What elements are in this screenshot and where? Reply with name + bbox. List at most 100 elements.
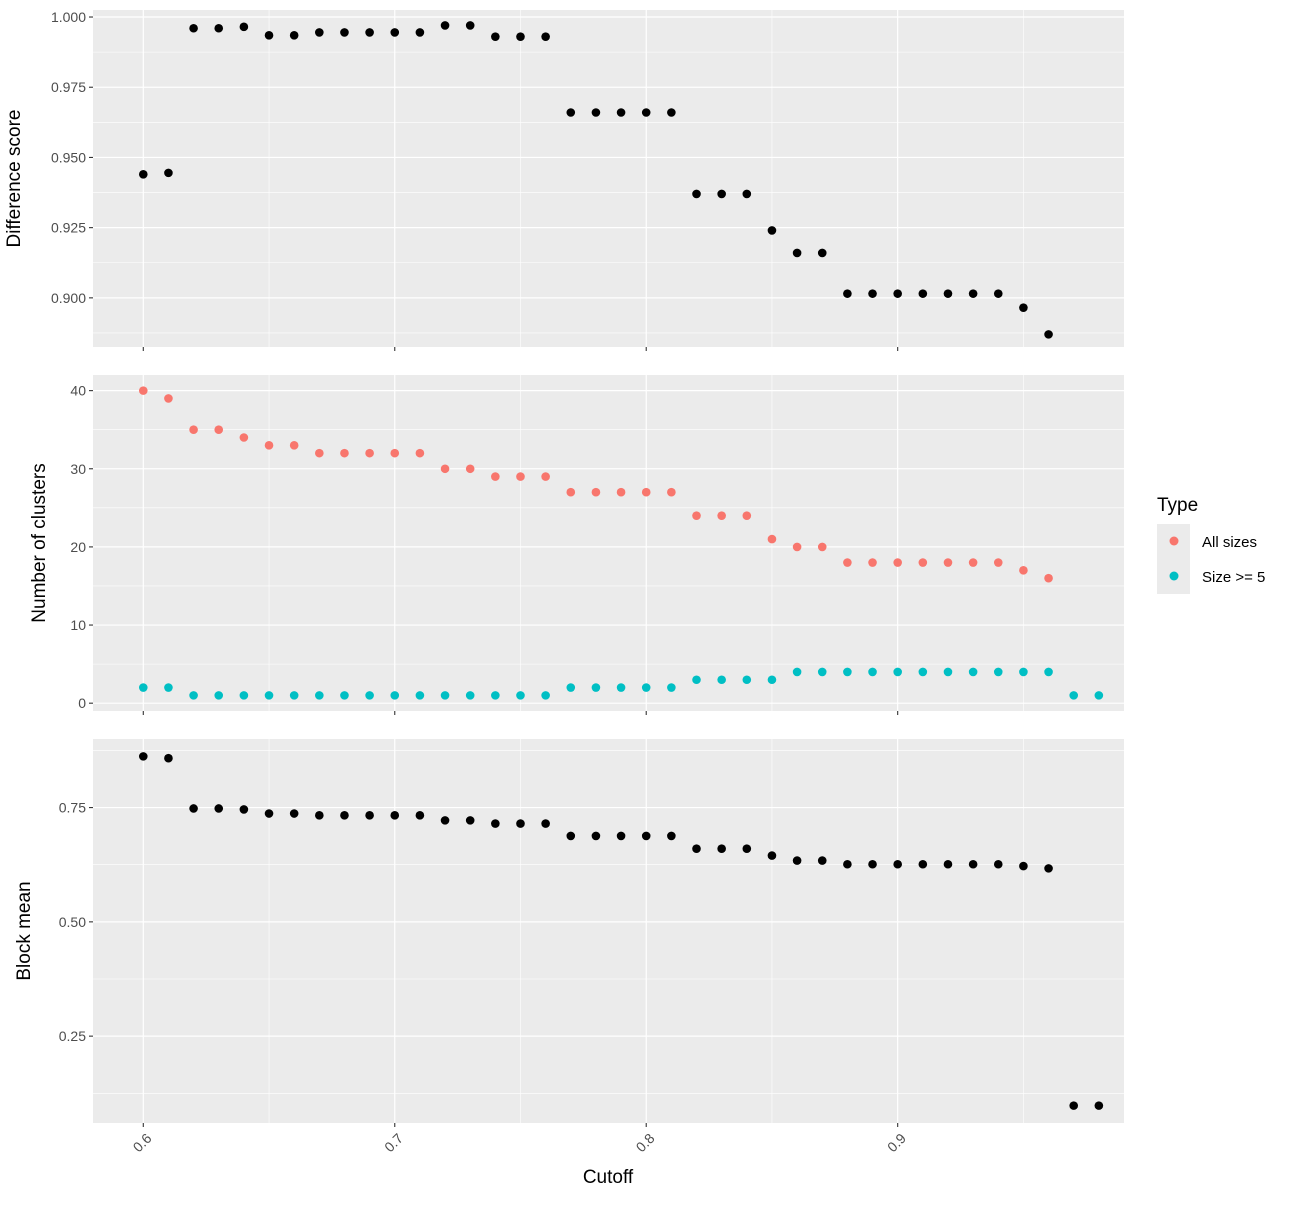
data-point (893, 289, 902, 298)
data-point (1019, 861, 1028, 871)
data-point (591, 487, 601, 497)
data-point (893, 558, 902, 567)
data-point (264, 441, 274, 450)
data-point (792, 542, 802, 552)
data-point (239, 22, 249, 32)
data-point (918, 289, 928, 298)
data-point (667, 831, 676, 841)
data-point (667, 487, 676, 497)
data-point (943, 667, 953, 677)
data-point (943, 859, 953, 869)
y-tick-label: 20 (70, 539, 86, 555)
x-tick-label: 0.6 (130, 1130, 155, 1155)
data-point (817, 248, 827, 258)
data-point (465, 691, 475, 700)
data-point (843, 558, 852, 567)
data-point (440, 816, 450, 825)
data-point (817, 542, 827, 552)
data-point (340, 28, 349, 37)
y-tick-label: 0.75 (59, 800, 86, 816)
data-point (491, 472, 500, 481)
data-point (1044, 573, 1053, 583)
data-point (189, 23, 198, 33)
data-point (541, 472, 550, 481)
data-point (767, 534, 777, 544)
data-point (239, 691, 249, 700)
x-tick-label: 0.8 (633, 1130, 658, 1155)
data-point (968, 558, 978, 567)
data-point (1044, 330, 1053, 339)
data-point (667, 108, 676, 117)
data-point (491, 32, 500, 41)
legend: Type All sizes Size >= 5 (1157, 495, 1265, 594)
data-point (214, 804, 224, 813)
data-point (541, 691, 550, 700)
data-point (365, 691, 374, 700)
data-point (214, 425, 224, 434)
data-point (340, 448, 349, 458)
data-point (365, 811, 374, 820)
data-point (792, 248, 802, 258)
data-point (566, 831, 576, 841)
panel-3: 0.25 0.50 0.75 0.6 0.7 0.8 0.9 Block mean (14, 739, 1124, 1155)
data-point (616, 683, 626, 692)
data-point (516, 691, 525, 700)
y-axis-title: Number of clusters (29, 463, 50, 622)
data-point (767, 675, 777, 685)
data-point (692, 675, 701, 685)
data-point (993, 289, 1003, 298)
data-point (138, 752, 148, 761)
y-tick-label: 0.950 (51, 149, 86, 165)
data-point (516, 472, 525, 481)
y-tick-label: 0 (78, 695, 86, 711)
data-point (315, 691, 324, 700)
panel-background (93, 375, 1124, 711)
data-point (993, 558, 1003, 567)
data-point (1069, 1101, 1079, 1110)
data-point (968, 667, 978, 677)
data-point (491, 819, 500, 828)
data-point (742, 511, 752, 520)
data-point (214, 23, 224, 33)
data-point (315, 448, 324, 458)
data-point (692, 844, 701, 854)
data-point (1019, 667, 1028, 677)
y-axis-title: Block mean (14, 881, 35, 980)
y-tick-label: 0.25 (59, 1028, 86, 1044)
data-point (1044, 864, 1053, 873)
data-point (440, 464, 450, 474)
data-point (843, 667, 852, 677)
data-point (465, 21, 475, 30)
data-point (591, 683, 601, 692)
data-point (365, 448, 374, 458)
x-tick-label: 0.7 (381, 1130, 406, 1155)
data-point (239, 805, 249, 814)
data-point (792, 856, 802, 865)
legend-title: Type (1157, 495, 1198, 516)
y-tick-label: 30 (70, 461, 86, 477)
data-point (1069, 691, 1079, 700)
data-point (415, 691, 425, 700)
data-point (164, 753, 173, 763)
legend-key-size-5 (1169, 571, 1179, 581)
data-point (667, 683, 676, 692)
data-point (717, 189, 726, 199)
legend-label-size-5: Size >= 5 (1202, 569, 1265, 586)
data-point (843, 289, 852, 298)
y-tick-label: 40 (70, 383, 86, 399)
data-point (616, 487, 626, 497)
data-point (440, 691, 450, 700)
data-point (1019, 566, 1028, 575)
data-point (541, 32, 550, 41)
data-point (868, 667, 877, 677)
data-point (792, 667, 802, 677)
data-point (289, 441, 299, 450)
data-point (415, 28, 425, 37)
data-point (943, 289, 953, 298)
x-axis-title: Cutoff (583, 1167, 634, 1188)
data-point (641, 487, 651, 497)
y-tick-label: 0.925 (51, 220, 86, 236)
data-point (516, 32, 525, 41)
data-point (742, 844, 752, 854)
